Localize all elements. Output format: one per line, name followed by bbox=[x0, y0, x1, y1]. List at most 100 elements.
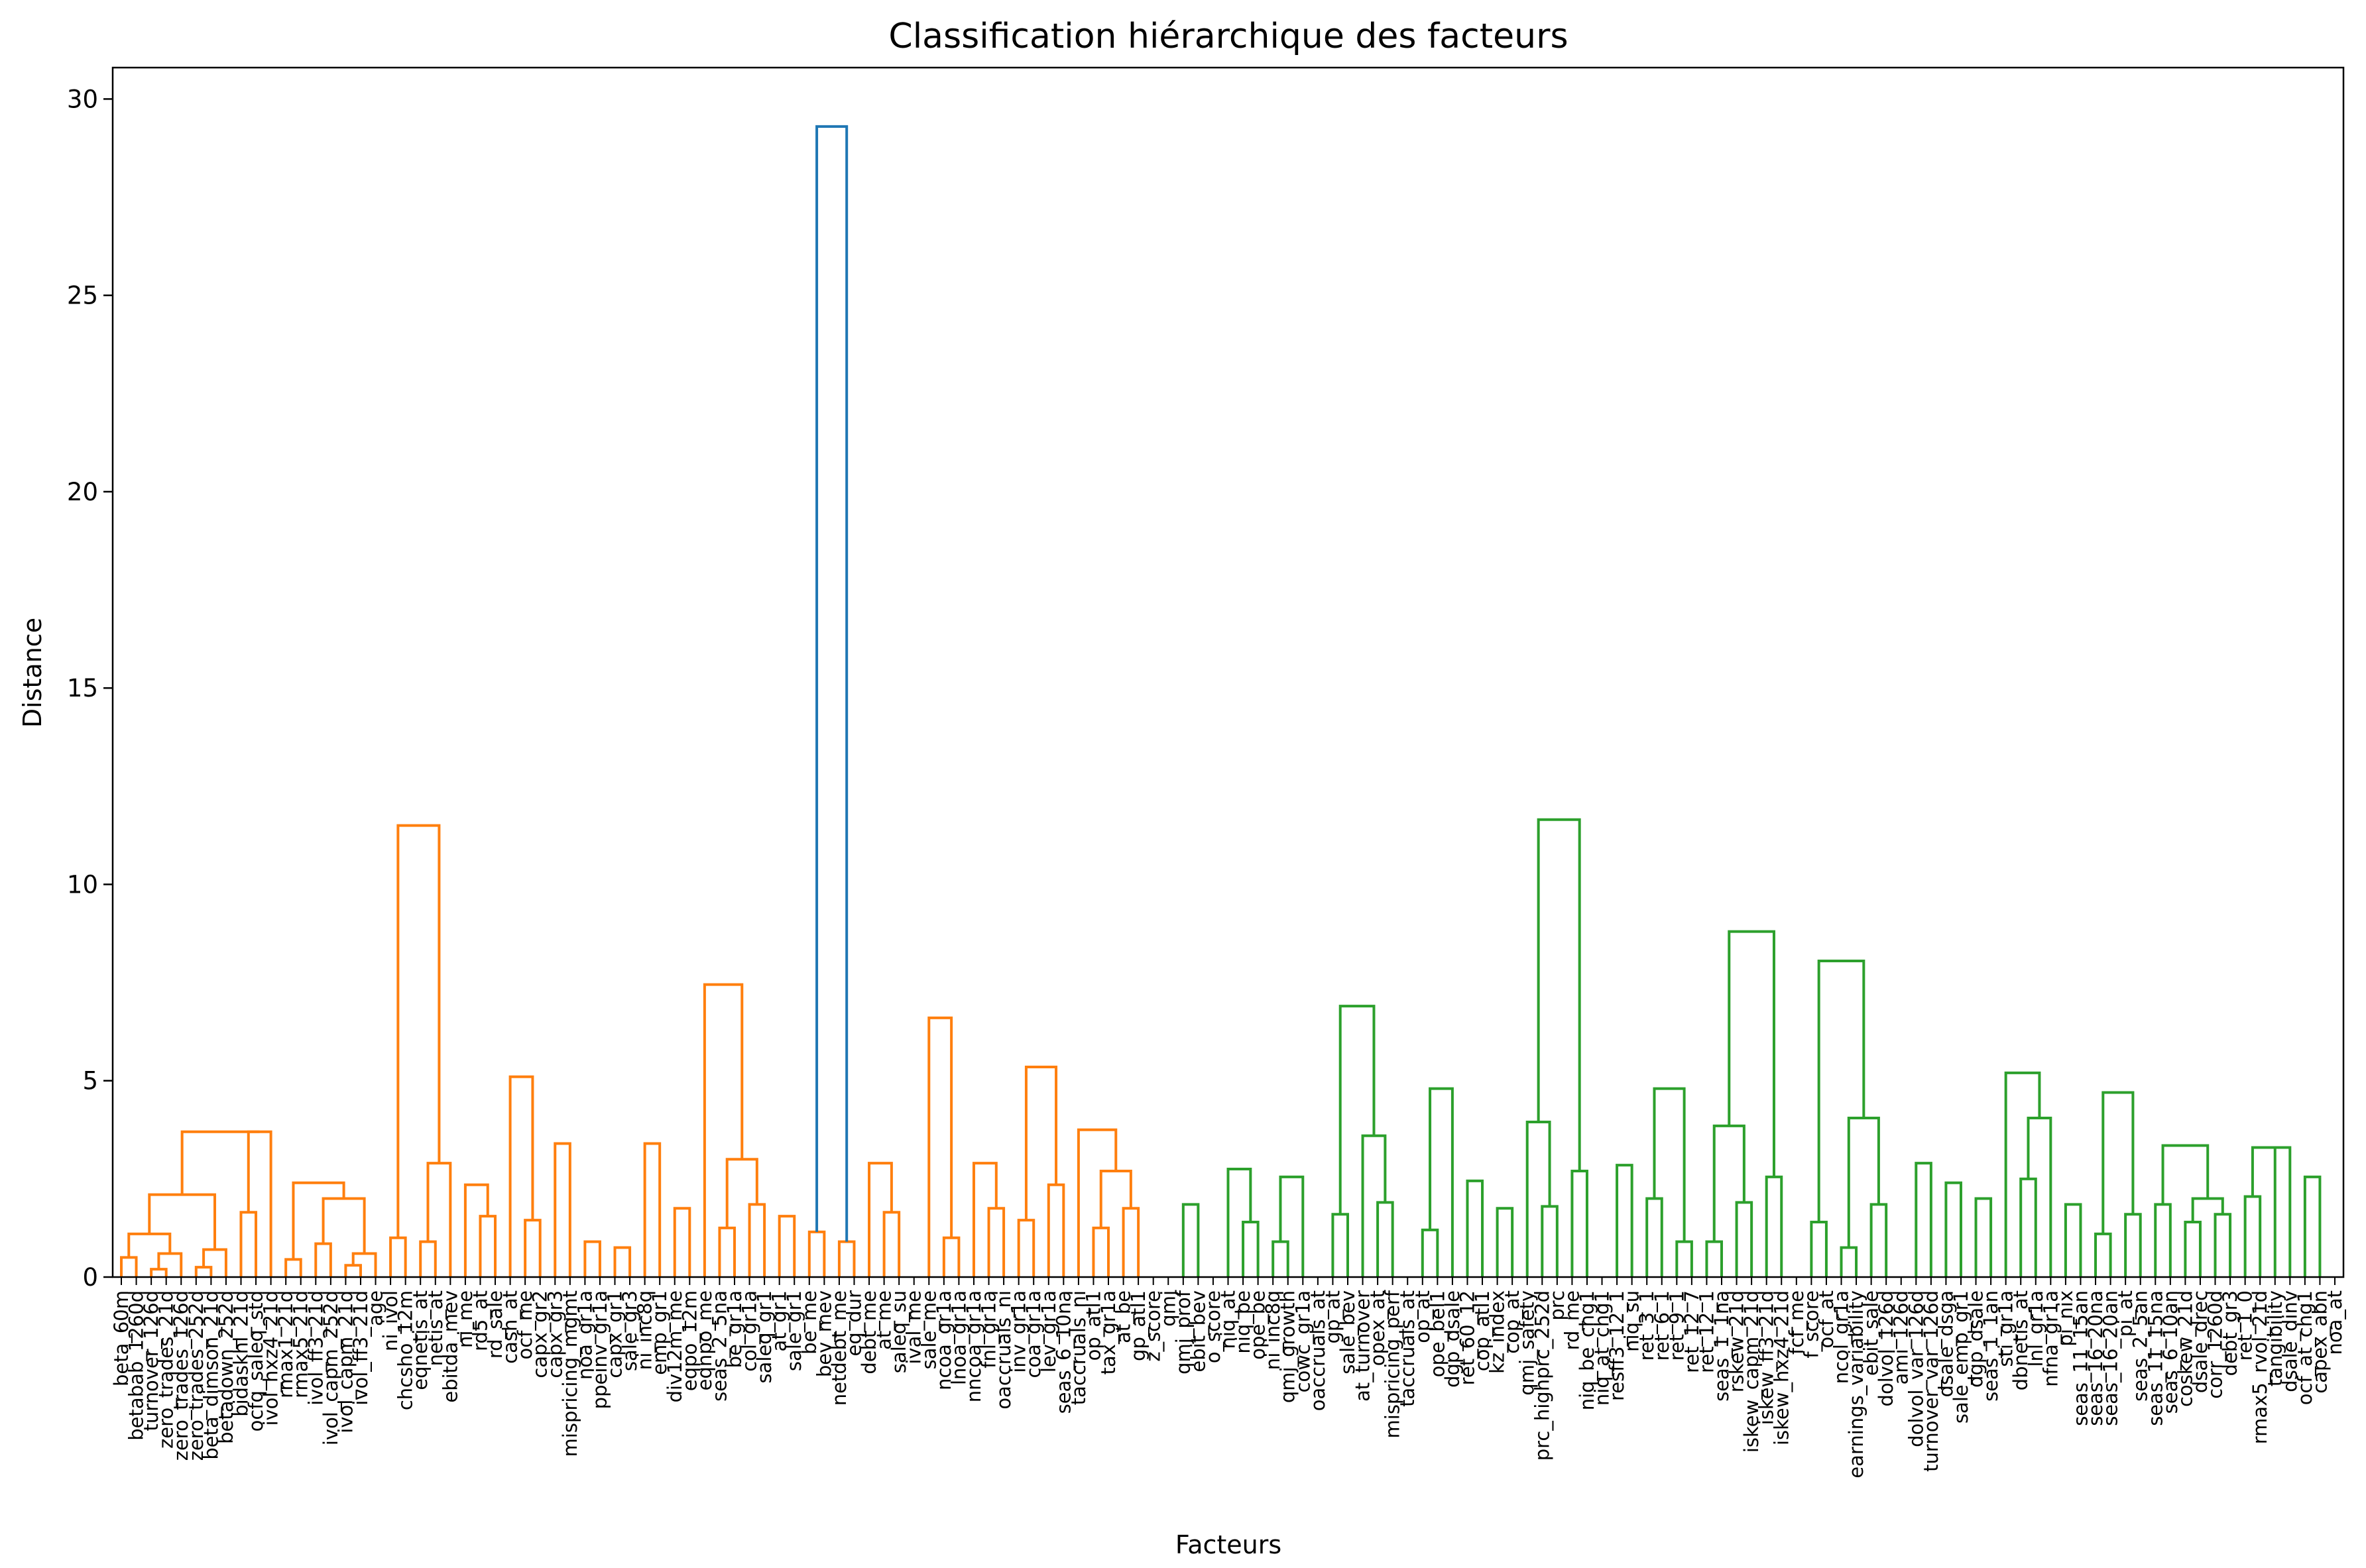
leaf-label: ret_3_1 bbox=[1635, 1290, 1658, 1361]
dendrogram-link bbox=[703, 983, 744, 1277]
y-tick-label: 15 bbox=[67, 674, 98, 702]
leaf-label: seas_6_10an bbox=[2159, 1290, 2182, 1414]
dendrogram-link bbox=[2161, 1144, 2210, 1205]
dendrogram-link bbox=[180, 1130, 260, 1195]
leaf-label: cash_at bbox=[499, 1290, 522, 1364]
leaf-label: ocf_at_chg1 bbox=[2294, 1290, 2316, 1405]
leaf-label: zero_trades_21d bbox=[155, 1290, 178, 1449]
dendrogram-link bbox=[1279, 1175, 1305, 1277]
dendrogram-link bbox=[643, 1142, 662, 1277]
leaf-label: zero_trades_252d bbox=[185, 1290, 207, 1461]
dendrogram-link bbox=[419, 1240, 437, 1277]
leaf-label: zero_trades_126d bbox=[170, 1290, 192, 1461]
dendrogram-link bbox=[2251, 1146, 2283, 1197]
dendrogram-link bbox=[2191, 1197, 2224, 1223]
dendrogram-link bbox=[194, 1266, 213, 1277]
leaf-label: dolvol_126d bbox=[1875, 1290, 1897, 1406]
leaf-label: debt_me bbox=[858, 1290, 880, 1374]
dendrogram-link bbox=[1047, 1183, 1065, 1277]
leaf-label: coskew_21d bbox=[2174, 1290, 2196, 1407]
leaf-label: be_me bbox=[798, 1290, 821, 1355]
leaf-label: beta_60m bbox=[110, 1290, 133, 1386]
leaf-label: seas_2_5na bbox=[708, 1290, 731, 1402]
dendrogram-link bbox=[927, 1016, 953, 1277]
leaf-label: ni_inc8q bbox=[1262, 1290, 1284, 1370]
dendrogram-link bbox=[1915, 1162, 1932, 1277]
leaf-label: ebitda_mev bbox=[439, 1290, 461, 1403]
dendrogram-link bbox=[1765, 1175, 1783, 1277]
leaf-label: ret_12_1 bbox=[1695, 1290, 1718, 1373]
leaf-label: capx_gr2 bbox=[529, 1290, 552, 1378]
leaf-label: age bbox=[365, 1290, 387, 1326]
leaf-label: ocf_me bbox=[514, 1290, 536, 1360]
leaf-label: seas_6_10na bbox=[1052, 1290, 1075, 1414]
leaf-label: oaccruals_at bbox=[1307, 1290, 1329, 1411]
dendrogram-link bbox=[202, 1248, 227, 1277]
dendrogram-link bbox=[972, 1162, 998, 1277]
leaf-label: saleq_gr1 bbox=[753, 1290, 776, 1383]
dendrogram-link bbox=[1181, 1203, 1200, 1277]
dendrogram-link bbox=[2154, 1203, 2172, 1277]
leaf-label: ret_12_7 bbox=[1681, 1290, 1703, 1373]
leaf-label: eqnpo_me bbox=[693, 1290, 716, 1390]
dendrogram-link bbox=[2064, 1203, 2082, 1277]
dendrogram-link bbox=[942, 1236, 961, 1277]
dendrogram-link bbox=[1537, 818, 1581, 1172]
leaf-label: op_atl1 bbox=[1082, 1290, 1104, 1361]
leaf-label: ncol_gr1a bbox=[1830, 1290, 1852, 1384]
leaf-label: netdebt_me bbox=[828, 1290, 851, 1406]
dendrogram-link bbox=[1616, 1164, 1633, 1277]
dendrogram-link bbox=[1675, 1240, 1693, 1277]
leaf-label: rmax5_21d bbox=[290, 1290, 312, 1398]
leaf-label: nncoa_gr1a bbox=[963, 1290, 985, 1402]
leaf-label: be_gr1a bbox=[723, 1290, 746, 1368]
leaf-label: div12m_me bbox=[664, 1290, 686, 1402]
dendrogram-link bbox=[1376, 1201, 1394, 1277]
leaf-label: sale_gr1 bbox=[783, 1290, 805, 1371]
dendrogram-link bbox=[1017, 1219, 1035, 1277]
leaf-label: seas_16_20na bbox=[2084, 1290, 2107, 1426]
plot-frame bbox=[111, 66, 2345, 1278]
dendrogram-link bbox=[1974, 1197, 1993, 1277]
leaf-label: qmj_safety bbox=[1516, 1290, 1539, 1396]
leaf-label: dsale_drec bbox=[2189, 1290, 2212, 1393]
leaf-label: oaccruals_ni bbox=[992, 1290, 1015, 1410]
dendrogram-link bbox=[2027, 1117, 2052, 1277]
leaf-label: seas_2_5an bbox=[2129, 1290, 2152, 1402]
dendrogram-link bbox=[1466, 1179, 1484, 1277]
dendrogram-link bbox=[1840, 1246, 1858, 1277]
dendrogram-link bbox=[1242, 1221, 1260, 1277]
dendrogram-link bbox=[2101, 1091, 2135, 1234]
dendrogram-link bbox=[1817, 960, 1865, 1223]
leaf-label: noa_gr1a bbox=[573, 1290, 596, 1380]
dendrogram-link bbox=[2124, 1213, 2142, 1277]
dendrogram-link bbox=[807, 1230, 826, 1277]
dendrogram-link bbox=[613, 1246, 632, 1277]
dendrogram-link bbox=[479, 1215, 497, 1277]
leaf-label: ivol_hxz4_21d bbox=[260, 1290, 282, 1426]
leaf-label: dbnetis_at bbox=[2009, 1290, 2032, 1390]
dendrogram-link bbox=[1525, 1120, 1551, 1277]
leaf-label: dsale_dinv bbox=[2278, 1290, 2301, 1392]
leaf-label: sale_bev bbox=[1336, 1290, 1359, 1374]
dendrogram-links bbox=[120, 125, 2322, 1277]
leaf-label: niq_at_chg1 bbox=[1591, 1290, 1614, 1406]
dendrogram-link bbox=[1570, 1170, 1588, 1277]
leaf-label: sale_emp_gr1 bbox=[1950, 1290, 1972, 1424]
leaf-label: eqpo_12m bbox=[678, 1290, 701, 1391]
leaf-label: niq_at bbox=[1217, 1290, 1240, 1349]
leaf-label: lnoa_gr1a bbox=[947, 1290, 970, 1385]
dendrogram-link bbox=[1338, 1005, 1376, 1215]
leaf-label: ret_6_1 bbox=[1651, 1290, 1673, 1361]
leaf-label: beta_dimson_21d bbox=[200, 1290, 222, 1460]
leaf-label: ivol_capm_21d bbox=[334, 1290, 357, 1433]
dendrogram-link bbox=[524, 1219, 542, 1277]
dendrogram-link bbox=[1705, 1240, 1724, 1277]
leaf-label: emp_gr1 bbox=[648, 1290, 671, 1375]
leaf-label: eq_dur bbox=[843, 1290, 865, 1357]
dendrogram-link bbox=[1944, 1181, 1962, 1277]
leaf-label: eqnetis_at bbox=[409, 1290, 432, 1390]
dendrogram-link bbox=[314, 1242, 332, 1277]
y-tick-label: 25 bbox=[67, 282, 98, 310]
